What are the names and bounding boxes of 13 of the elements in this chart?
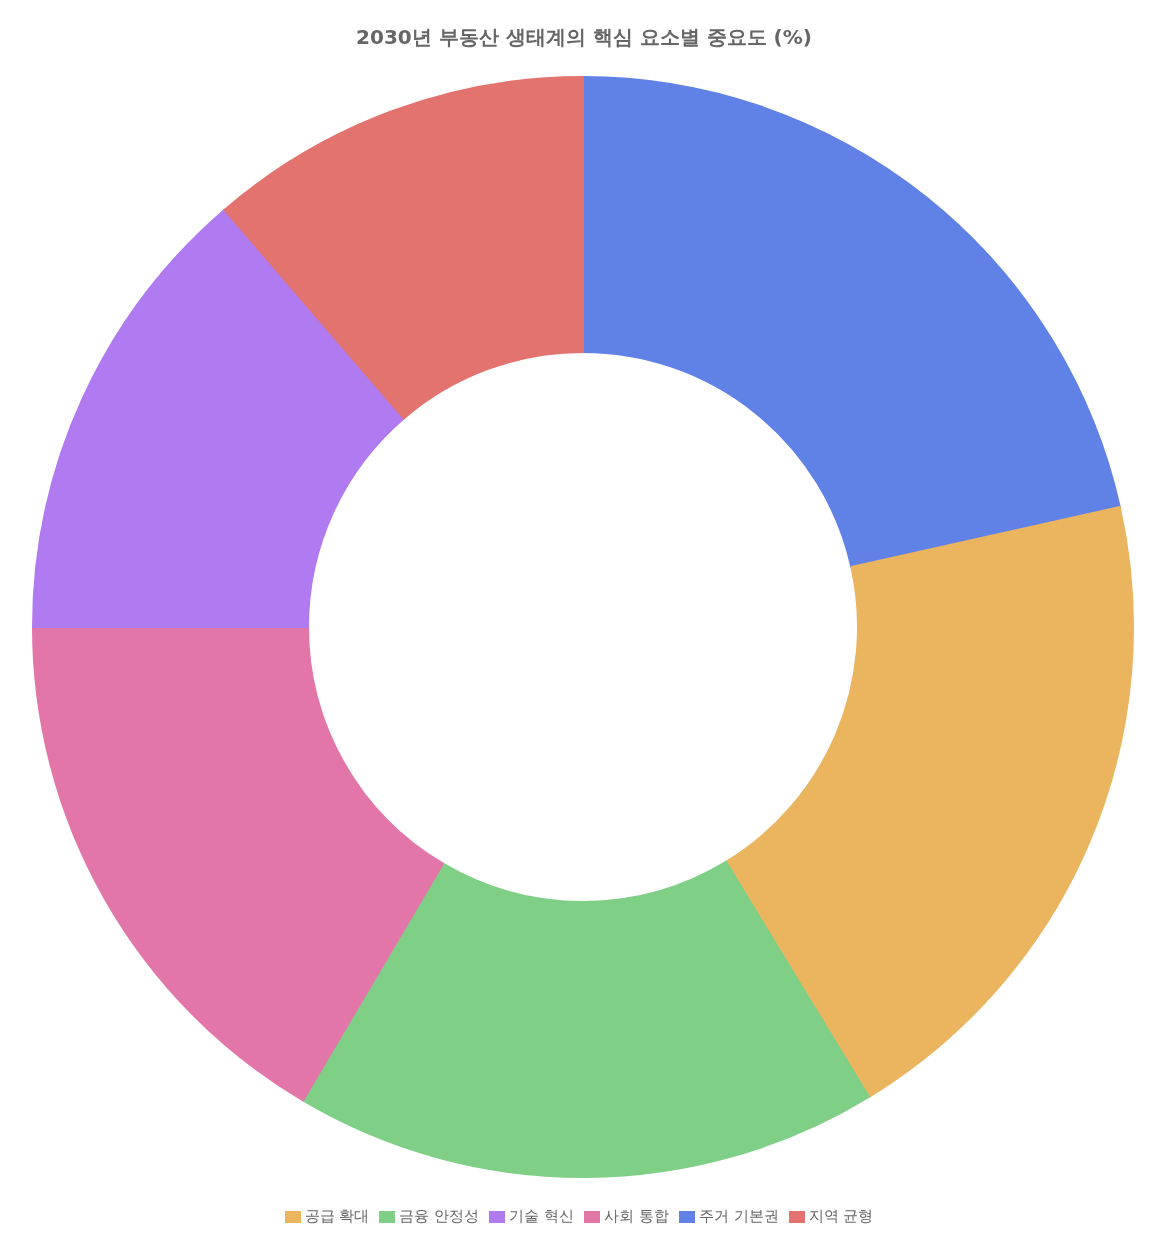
legend-label: 주거 기본권 <box>698 1207 779 1225</box>
legend-label: 사회 통합 <box>604 1207 669 1225</box>
donut-slice <box>582 76 1121 569</box>
donut-slice <box>32 626 445 1102</box>
legend-label: 금융 안정성 <box>399 1207 480 1225</box>
donut-slice <box>32 208 405 628</box>
legend-label: 지역 균형 <box>808 1207 874 1225</box>
legend-label: 기술 혁신 <box>509 1207 574 1225</box>
donut-slice <box>223 76 584 420</box>
donut-slice <box>302 860 870 1178</box>
donut-slice <box>724 506 1134 1098</box>
legend-label: 공급 확대 <box>304 1207 370 1225</box>
chart-title: 2030년 부동산 생태계의 핵심 요소별 중요도 (%) <box>355 24 813 51</box>
